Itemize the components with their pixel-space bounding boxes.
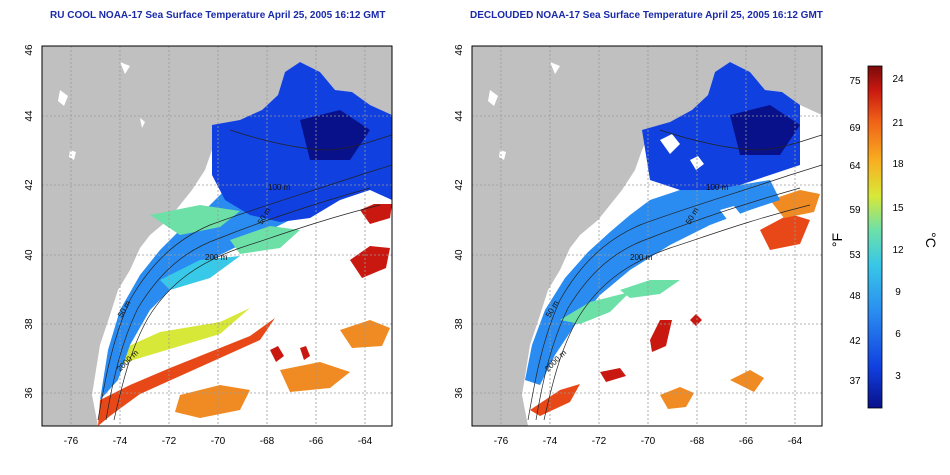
colorbar-f-tick: 75 — [849, 76, 861, 87]
colorbar-c-tick: 12 — [892, 245, 904, 256]
left-y-tick-label: 40 — [24, 249, 35, 261]
left-x-tick-label: -72 — [162, 436, 177, 447]
right-bathymetry-contours — [527, 129, 822, 421]
left-contour-label-100m: 100 m — [268, 183, 291, 192]
right-sst-gulf-of-maine — [642, 62, 800, 190]
colorbar-c-tick: 24 — [892, 74, 904, 85]
left-map-panel: 100 m 50 m 200 m 50 m 2000 m -76 -74 -72… — [24, 44, 393, 447]
right-y-tick-label: 38 — [454, 318, 465, 330]
right-x-tick-label: -64 — [788, 436, 803, 447]
colorbar-f-tick: 42 — [849, 336, 861, 347]
colorbar-c-tick: 15 — [892, 203, 904, 214]
colorbar: 75 69 64 59 53 48 42 37 24 21 18 15 12 9… — [829, 65, 939, 409]
colorbar-f-tick: 69 — [849, 123, 861, 134]
colorbar-f-tick: 59 — [849, 205, 861, 216]
right-x-tick-label: -72 — [592, 436, 607, 447]
left-contour-label-200m: 200 m — [205, 253, 228, 262]
left-x-tick-label: -68 — [260, 436, 275, 447]
left-x-tick-label: -76 — [64, 436, 79, 447]
colorbar-f-tick: 64 — [849, 161, 861, 172]
right-map-border — [471, 45, 823, 427]
colorbar-fahrenheit-unit: °F — [829, 233, 845, 247]
colorbar-c-tick: 18 — [892, 159, 904, 170]
right-map-panel: 100 m 50 m 200 m 50 m 2000 m -76 -74 -72… — [454, 44, 823, 447]
colorbar-fahrenheit-ticks: 75 69 64 59 53 48 42 37 — [849, 76, 861, 387]
left-y-tick-label: 38 — [24, 318, 35, 330]
right-y-tick-label: 36 — [454, 387, 465, 399]
left-land-mass — [42, 46, 392, 426]
colorbar-celsius-unit: °C — [923, 232, 939, 248]
left-gridlines — [42, 46, 392, 426]
left-panel-title: RU COOL NOAA-17 Sea Surface Temperature … — [50, 10, 386, 21]
left-y-axis: 36 38 40 42 44 46 — [24, 44, 35, 399]
left-x-tick-label: -74 — [113, 436, 128, 447]
right-y-tick-label: 40 — [454, 249, 465, 261]
colorbar-gradient — [867, 65, 883, 409]
right-y-tick-label: 44 — [454, 110, 465, 122]
left-x-tick-label: -66 — [309, 436, 324, 447]
left-sst-gulf-of-maine — [212, 62, 392, 222]
right-gridlines — [472, 46, 822, 426]
colorbar-f-tick: 48 — [849, 291, 861, 302]
colorbar-f-tick: 53 — [849, 250, 861, 261]
right-y-tick-label: 46 — [454, 44, 465, 56]
left-x-tick-label: -70 — [211, 436, 226, 447]
right-land-mass — [472, 46, 822, 426]
left-y-tick-label: 36 — [24, 387, 35, 399]
right-x-axis: -76 -74 -72 -70 -68 -66 -64 — [494, 436, 803, 447]
colorbar-c-tick: 3 — [895, 371, 901, 382]
right-sst-cool-shelf — [525, 180, 780, 385]
left-sst-warm-band — [98, 318, 275, 426]
colorbar-c-tick: 6 — [895, 329, 901, 340]
colorbar-c-tick: 9 — [895, 287, 901, 298]
left-x-tick-label: -64 — [358, 436, 373, 447]
right-x-tick-label: -70 — [641, 436, 656, 447]
right-contour-label-200m: 200 m — [630, 253, 653, 262]
left-y-tick-label: 46 — [24, 44, 35, 56]
right-x-tick-label: -68 — [690, 436, 705, 447]
colorbar-f-tick: 37 — [849, 376, 861, 387]
left-y-tick-label: 42 — [24, 179, 35, 191]
right-x-tick-label: -66 — [739, 436, 754, 447]
left-y-tick-label: 44 — [24, 110, 35, 122]
left-x-axis: -76 -74 -72 -70 -68 -66 -64 — [64, 436, 373, 447]
colorbar-celsius-ticks: 24 21 18 15 12 9 6 3 — [892, 74, 904, 382]
right-y-tick-label: 42 — [454, 179, 465, 191]
left-map-border — [41, 45, 393, 427]
right-sst-warm-patches — [530, 214, 810, 416]
right-x-tick-label: -74 — [543, 436, 558, 447]
colorbar-c-tick: 21 — [892, 118, 904, 129]
left-bathymetry-contours — [97, 129, 392, 421]
right-x-tick-label: -76 — [494, 436, 509, 447]
right-panel-title: DECLOUDED NOAA-17 Sea Surface Temperatur… — [470, 10, 823, 21]
right-contour-label-100m: 100 m — [706, 183, 729, 192]
right-y-axis: 36 38 40 42 44 46 — [454, 44, 465, 399]
